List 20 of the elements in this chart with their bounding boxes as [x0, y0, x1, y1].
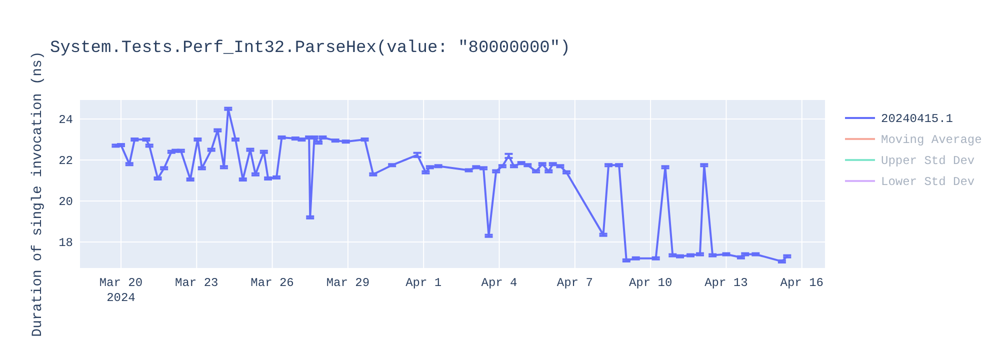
legend-label: Moving Average	[881, 133, 982, 147]
x-tick-label: Mar 26	[250, 276, 294, 290]
legend-label: 20240415.1	[881, 112, 954, 126]
y-tick-label: 20	[58, 195, 73, 210]
x-tick-label: Mar 20 2024	[99, 276, 143, 305]
y-tick-label: 24	[58, 113, 73, 128]
chart-title: System.Tests.Perf_Int32.ParseHex(value: "80000000")	[50, 39, 570, 58]
x-tick-label: Apr 7	[556, 276, 593, 290]
x-tick-label: Mar 23	[175, 276, 218, 290]
legend-label: Upper Std Dev	[881, 154, 975, 168]
x-tick-label: Mar 29	[326, 276, 370, 290]
x-tick-label: Apr 16	[780, 276, 824, 290]
x-tick-label: Apr 1	[406, 276, 442, 290]
y-tick-label: 18	[58, 236, 73, 250]
x-tick-label: Apr 10	[628, 276, 672, 290]
y-tick-label: 22	[58, 154, 73, 168]
legend-label: Lower Std Dev	[881, 175, 975, 189]
x-tick-label: Apr 4	[481, 276, 518, 290]
x-tick-label: Apr 13	[704, 276, 748, 290]
y-axis-title: Duration of single invocation (ns)	[30, 51, 46, 337]
